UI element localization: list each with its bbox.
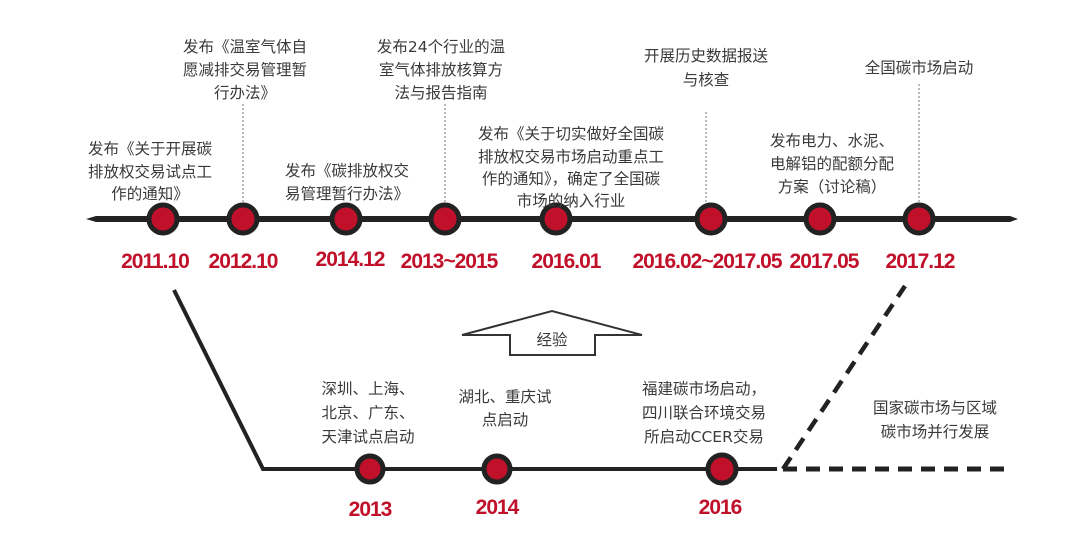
milestone-date: 2011.10 (121, 250, 189, 273)
milestone-description: 发布《碳排放权交 易管理暂行办法》 (285, 162, 409, 203)
svg-text:市场的纳入行业: 市场的纳入行业 (517, 192, 626, 210)
milestone-dot (539, 202, 573, 236)
svg-text:四川联合环境交易: 四川联合环境交易 (642, 403, 766, 422)
svg-text:易管理暂行办法》: 易管理暂行办法》 (285, 185, 409, 203)
svg-text:碳市场并行发展: 碳市场并行发展 (881, 423, 990, 441)
milestone-date: 2016.01 (532, 250, 602, 273)
svg-text:与核查: 与核查 (683, 71, 730, 89)
milestone-date: 2017.12 (886, 250, 955, 273)
milestone-date: 2016.02~2017.05 (632, 250, 782, 273)
milestone-date: 2013~2015 (401, 250, 499, 273)
milestone-dot (428, 202, 462, 236)
svg-text:排放权交易试点工: 排放权交易试点工 (88, 163, 212, 181)
svg-text:方案（讨论稿）: 方案（讨论稿） (778, 178, 887, 196)
pilot-dot (481, 453, 513, 485)
milestone-dot (902, 202, 936, 236)
svg-text:室气体排放核算方: 室气体排放核算方 (379, 60, 503, 79)
svg-text:国家碳市场与区域: 国家碳市场与区域 (873, 399, 997, 417)
svg-text:湖北、重庆试: 湖北、重庆试 (458, 388, 551, 406)
experience-arrow (461, 309, 643, 356)
pilot-dot (705, 452, 739, 486)
milestone-date: 2017.05 (790, 250, 860, 273)
svg-text:发布《温室气体自: 发布《温室气体自 (183, 38, 307, 56)
svg-text:开展历史数据报送: 开展历史数据报送 (644, 47, 769, 65)
svg-text:点启动: 点启动 (482, 411, 529, 429)
svg-text:全国碳市场启动: 全国碳市场启动 (865, 59, 974, 77)
svg-text:排放权交易市场启动重点工: 排放权交易市场启动重点工 (478, 148, 664, 166)
svg-text:发布《关于开展碳: 发布《关于开展碳 (88, 140, 213, 158)
milestone-dot (803, 202, 837, 236)
future-dashed-branch (781, 284, 907, 471)
svg-text:愿减排交易管理暂: 愿减排交易管理暂 (183, 61, 307, 79)
pilot-date: 2016 (699, 496, 742, 519)
milestone-description: 全国碳市场启动 (865, 59, 974, 77)
svg-text:法与报告指南: 法与报告指南 (394, 84, 487, 102)
svg-text:作的通知》，确定了全国碳: 作的通知》，确定了全国碳 (482, 170, 661, 188)
svg-text:行办法》: 行办法》 (214, 84, 276, 102)
svg-text:发布24个行业的温: 发布24个行业的温 (377, 38, 505, 56)
milestone-description: 发布《关于开展碳 排放权交易试点工 作的通知》 (88, 140, 213, 203)
pilot-date: 2014 (476, 496, 520, 519)
svg-text:发布《碳排放权交: 发布《碳排放权交 (285, 162, 409, 180)
svg-text:作的通知》: 作的通知》 (111, 185, 189, 203)
svg-text:天津试点启动: 天津试点启动 (321, 428, 414, 446)
svg-text:北京、广东、: 北京、广东、 (321, 404, 414, 422)
svg-text:福建碳市场启动，: 福建碳市场启动， (642, 380, 766, 398)
svg-text:深圳、上海、: 深圳、上海、 (321, 380, 414, 398)
svg-text:所启动CCER交易: 所启动CCER交易 (644, 428, 764, 446)
pilot-date: 2013 (349, 498, 392, 521)
experience-label: 经验 (536, 331, 568, 349)
svg-text:发布《关于切实做好全国碳: 发布《关于切实做好全国碳 (478, 125, 665, 143)
milestone-dot (146, 202, 180, 236)
pilot-dot (354, 453, 386, 485)
milestone-description: 发布《关于切实做好全国碳 排放权交易市场启动重点工 作的通知》，确定了全国碳 市… (478, 125, 665, 210)
future-note: 国家碳市场与区域 碳市场并行发展 (873, 399, 997, 441)
svg-text:发布电力、水泥、: 发布电力、水泥、 (770, 132, 894, 150)
milestone-description: 开展历史数据报送 与核查 (644, 47, 769, 89)
pilot-timeline-axis (172, 289, 777, 471)
svg-text:电解铝的配额分配: 电解铝的配额分配 (770, 155, 894, 173)
milestone-date: 2014.12 (316, 248, 385, 271)
milestone-description: 发布24个行业的温 室气体排放核算方 法与报告指南 (377, 38, 505, 102)
pilot-description: 深圳、上海、 北京、广东、 天津试点启动 (321, 380, 414, 446)
milestone-dot (329, 202, 363, 236)
pilot-description: 湖北、重庆试 点启动 (458, 388, 551, 429)
milestone-description: 发布电力、水泥、 电解铝的配额分配 方案（讨论稿） (770, 132, 894, 196)
milestone-description: 发布《温室气体自 愿减排交易管理暂 行办法》 (183, 38, 307, 102)
milestone-date: 2012.10 (209, 250, 278, 273)
milestone-dot (226, 202, 260, 236)
pilot-description: 福建碳市场启动， 四川联合环境交易 所启动CCER交易 (642, 380, 766, 446)
milestone-dot (694, 202, 728, 236)
